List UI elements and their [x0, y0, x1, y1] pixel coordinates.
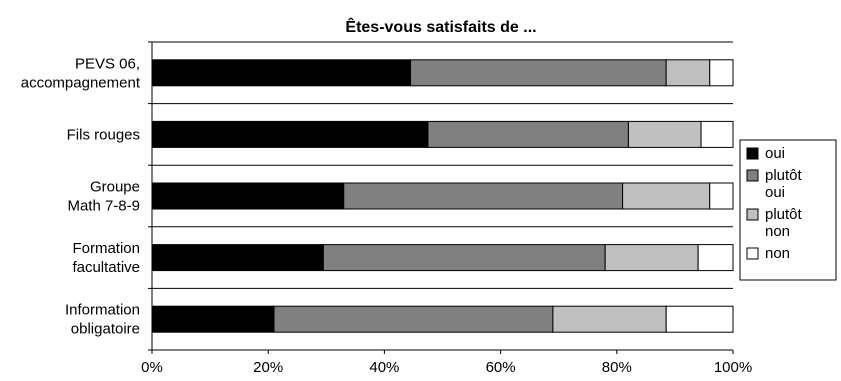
legend-label-3-line-0: non: [765, 245, 790, 262]
category-label-4-line-0: Information: [65, 302, 140, 319]
bar-4-series-1: [273, 305, 554, 333]
bar-0-series-3: [709, 59, 734, 87]
x-tick-label-1: 20%: [253, 359, 283, 376]
category-label-2-line-0: Groupe: [90, 179, 140, 196]
x-tick-label-3: 60%: [486, 359, 516, 376]
category-label-3-line-0: Formation: [72, 240, 140, 257]
legend-label-1-line-1: oui: [765, 184, 785, 201]
legend-swatch-1: [746, 169, 759, 182]
legend-label-2-line-1: non: [765, 223, 790, 240]
bar-4-series-3: [665, 305, 734, 333]
bar-0-series-2: [665, 59, 711, 87]
bar-4-series-2: [552, 305, 667, 333]
bar-1-series-1: [427, 120, 629, 148]
category-label-0-line-1: accompagnement: [21, 74, 141, 91]
bar-1-series-2: [627, 120, 702, 148]
x-tick-label-2: 40%: [369, 359, 399, 376]
legend-swatch-0: [746, 147, 759, 160]
x-tick-label-0: 0%: [141, 359, 163, 376]
bar-3-series-2: [604, 244, 699, 272]
category-label-3-line-1: facultative: [72, 259, 140, 276]
bar-0-series-0: [151, 59, 412, 87]
category-label-4-line-1: obligatoire: [71, 321, 140, 338]
bar-2-series-3: [709, 182, 734, 210]
legend-label-0-line-0: oui: [765, 145, 785, 162]
legend-label-2-line-0: plutôt: [765, 206, 803, 223]
category-label-0-line-0: PEVS 06,: [75, 55, 140, 72]
bar-3-series-3: [697, 244, 734, 272]
bar-3-series-1: [322, 244, 606, 272]
bar-4-series-0: [151, 305, 275, 333]
legend-swatch-3: [746, 247, 759, 260]
category-label-1-line-0: Fils rouges: [67, 126, 140, 143]
bar-1-series-0: [151, 120, 429, 148]
bar-2-series-0: [151, 182, 345, 210]
bar-2-series-2: [622, 182, 711, 210]
bar-3-series-0: [151, 244, 324, 272]
x-tick-label-5: 100%: [714, 359, 752, 376]
bar-0-series-1: [410, 59, 667, 87]
bar-2-series-1: [343, 182, 624, 210]
legend-label-1-line-0: plutôt: [765, 167, 803, 184]
x-tick-label-4: 80%: [602, 359, 632, 376]
legend-swatch-2: [746, 208, 759, 221]
bar-1-series-3: [700, 120, 734, 148]
chart-title: Êtes-vous satisfaits de ...: [345, 17, 536, 36]
category-label-2-line-1: Math 7-8-9: [67, 198, 140, 215]
